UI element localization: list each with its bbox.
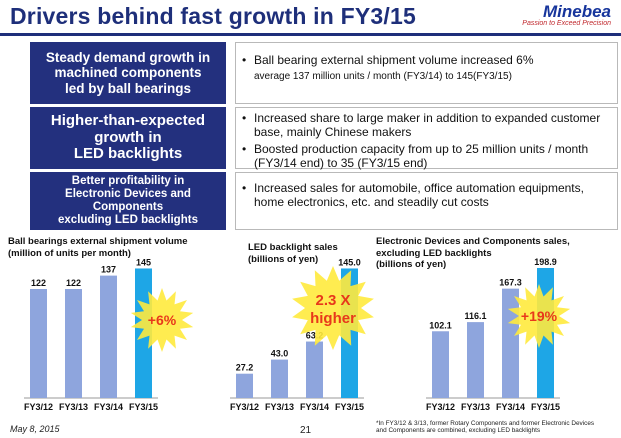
chart-svg: 122 FY3/12 122 FY3/13 137 FY3/14 145 FY3/15 +6% xyxy=(24,257,194,412)
category-tick-label: FY3/14 xyxy=(496,402,525,412)
slide-title: Drivers behind fast growth in FY3/15 xyxy=(10,3,416,29)
header-divider xyxy=(0,33,621,36)
chart-title-line: Electronic Devices and Components sales, xyxy=(376,236,570,247)
driver-detail-3: • Increased sales for automobile, office… xyxy=(235,172,618,230)
bullet-item: • Ball bearing external shipment volume … xyxy=(242,53,611,67)
bar-value-label: 43.0 xyxy=(271,349,289,359)
driver-label-3: Better profitability in Electronic Devic… xyxy=(30,172,226,230)
chart-title: Electronic Devices and Components sales,… xyxy=(376,236,570,271)
chart-title-line: LED backlight sales xyxy=(248,242,338,253)
bullet-dot-icon: • xyxy=(242,111,247,125)
bar-value-label: 122 xyxy=(66,278,81,288)
driver-label-line: Steady demand growth in xyxy=(45,50,211,66)
driver-label-line: machined components xyxy=(54,65,202,81)
burst-icon xyxy=(292,266,374,350)
bullet-text: Increased share to large maker in additi… xyxy=(254,111,601,139)
driver-detail-1: • Ball bearing external shipment volume … xyxy=(235,42,618,104)
footnote: *In FY3/12 & 3/13, former Rotary Compone… xyxy=(376,420,595,435)
category-tick-label: FY3/12 xyxy=(426,402,455,412)
company-logo: Minebea xyxy=(542,2,611,21)
bullet-item: • Increased sales for automobile, office… xyxy=(242,181,611,209)
driver-label-line: Electronic Devices and xyxy=(65,188,191,201)
bar xyxy=(30,289,47,398)
driver-row-2: Higher-than-expected growth in LED backl… xyxy=(30,107,618,170)
driver-row-3: Better profitability in Electronic Devic… xyxy=(30,172,618,230)
driver-label-line: excluding LED backlights xyxy=(58,213,198,226)
chart-title-line: (million of units per month) xyxy=(8,247,131,259)
driver-label-1: Steady demand growth in machined compone… xyxy=(30,42,226,104)
burst-icon xyxy=(130,288,194,352)
chart-svg: 102.1 FY3/12 116.1 FY3/13 167.3 FY3/14 198.9 FY… xyxy=(426,257,571,412)
bar-value-label: 102.1 xyxy=(429,320,452,330)
bullet-dot-icon: • xyxy=(242,142,247,156)
bullet-text: Ball bearing external shipment volume in… xyxy=(254,53,534,67)
company-tagline: Passion to Exceed Precision xyxy=(522,20,611,27)
bullet-dot-icon: • xyxy=(242,181,247,195)
bar xyxy=(432,331,449,398)
footer-date: May 8, 2015 xyxy=(10,424,60,434)
driver-label-line: growth in xyxy=(94,128,162,146)
bullet-text: Increased sales for automobile, office a… xyxy=(254,181,584,209)
driver-label-2: Higher-than-expected growth in LED backl… xyxy=(30,107,226,169)
bar xyxy=(236,373,253,398)
bullet-subtext: average 137 million units / month (FY3/1… xyxy=(254,71,512,82)
bar-value-label: 198.9 xyxy=(534,257,557,267)
driver-detail-2: • Increased share to large maker in addi… xyxy=(235,107,618,170)
chart-title: Ball bearings external shipment volume (… xyxy=(8,236,188,259)
bar-value-label: 122 xyxy=(31,278,46,288)
slide-header: Drivers behind fast growth in FY3/15 Min… xyxy=(0,0,621,32)
bullet-item: • Increased share to large maker in addi… xyxy=(242,111,611,139)
bar xyxy=(100,275,117,398)
category-tick-label: FY3/12 xyxy=(230,402,259,412)
category-tick-label: FY3/14 xyxy=(300,402,329,412)
category-tick-label: FY3/15 xyxy=(531,402,560,412)
category-tick-label: FY3/13 xyxy=(461,402,490,412)
chart-title-line: Ball bearings external shipment volume xyxy=(8,236,188,247)
chart-svg: 27.2 FY3/12 43.0 FY3/13 63.2 FY3/14 145.0 FY3/1… xyxy=(230,257,374,412)
category-tick-label: FY3/14 xyxy=(94,402,123,412)
driver-label-line: led by ball bearings xyxy=(64,80,192,96)
chart-ball-bearings: Ball bearings external shipment volume (… xyxy=(0,234,240,420)
bar xyxy=(467,322,484,398)
chart-title-line: (billions of yen) xyxy=(376,259,447,271)
bar xyxy=(306,341,323,398)
chart-title: LED backlight sales (billions of yen) xyxy=(248,242,338,265)
category-tick-label: FY3/13 xyxy=(265,402,294,412)
bar-value-label: 116.1 xyxy=(464,311,486,321)
driver-label-line: Better profitability in xyxy=(71,175,185,188)
driver-label-line: LED backlights xyxy=(73,145,183,163)
callout-label: 2.3 X xyxy=(315,292,350,309)
driver-row-1: Steady demand growth in machined compone… xyxy=(30,42,618,104)
callout-label: +6% xyxy=(148,312,177,328)
bar xyxy=(502,288,519,398)
category-tick-label: FY3/15 xyxy=(335,402,364,412)
bullet-item: • Boosted production capacity from up to… xyxy=(242,142,611,170)
category-tick-label: FY3/12 xyxy=(24,402,53,412)
driver-label-line: Higher-than-expected xyxy=(50,111,206,129)
bar-value-label: 137 xyxy=(101,265,116,275)
chart-electronic-devices: Electronic Devices and Components sales,… xyxy=(372,234,621,420)
bullet-text: Boosted production capacity from up to 2… xyxy=(254,142,589,170)
bar xyxy=(271,359,288,398)
category-tick-label: FY3/15 xyxy=(129,402,158,412)
burst-icon xyxy=(507,284,571,348)
bar-value-label: 145 xyxy=(136,257,151,267)
chart-led-backlight: LED backlight sales (billions of yen) 27… xyxy=(228,234,378,420)
page-number: 21 xyxy=(300,425,312,436)
category-tick-label: FY3/13 xyxy=(59,402,88,412)
chart-title-line: (billions of yen) xyxy=(248,253,319,265)
chart-title-line: excluding LED backlights xyxy=(376,247,492,259)
callout-label: +19% xyxy=(521,308,558,324)
bar-value-label: 63.2 xyxy=(306,331,324,341)
bar-value-label: 167.3 xyxy=(499,278,522,288)
driver-label-line: Components xyxy=(92,201,164,213)
bar xyxy=(65,289,82,398)
bar-value-label: 145.0 xyxy=(338,257,361,267)
callout-label: higher xyxy=(310,310,356,327)
bar-value-label: 27.2 xyxy=(236,363,254,373)
bullet-dot-icon: • xyxy=(242,53,247,67)
